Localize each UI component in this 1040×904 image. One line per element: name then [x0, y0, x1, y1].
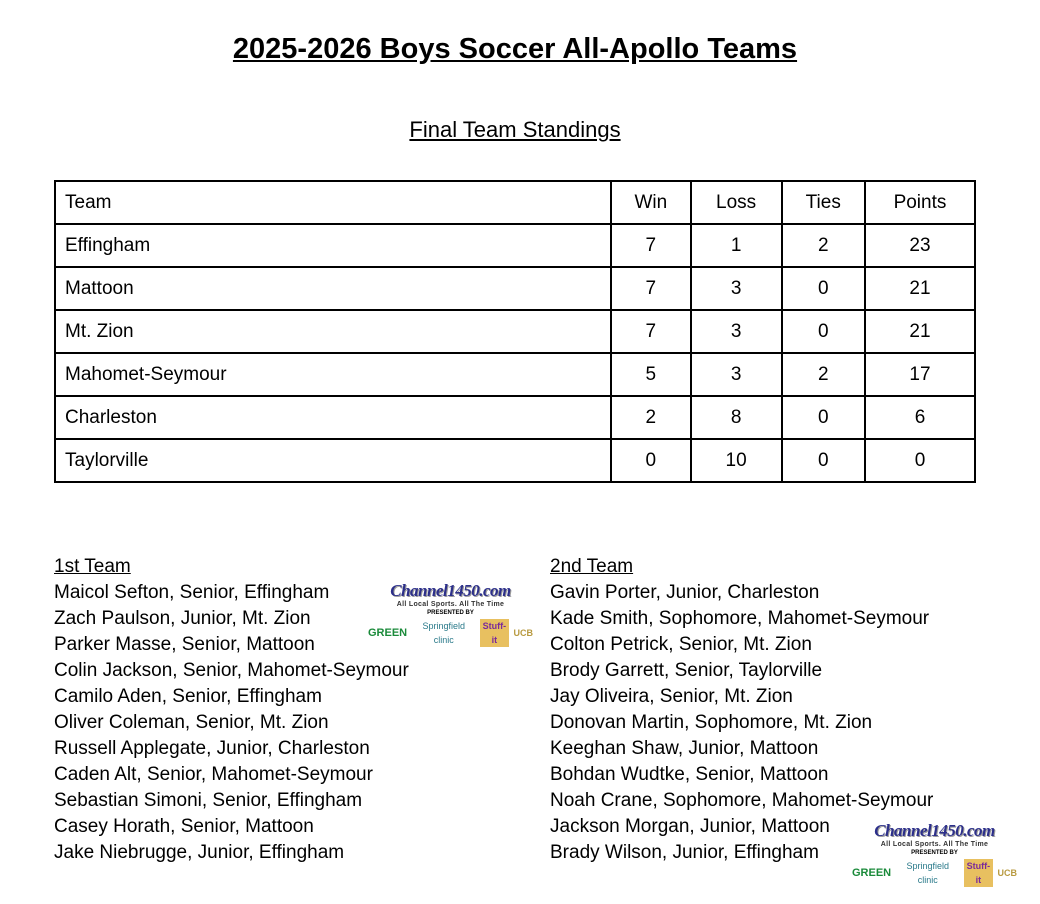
logo-sponsors: GREEN Springfield clinic Stuff-it UCB: [368, 619, 533, 647]
table-row: Charleston 2 8 0 6: [54, 395, 977, 440]
cell-win: 7: [610, 223, 692, 268]
logo-name: Channel1450.com: [874, 821, 995, 840]
player-item: Russell Applegate, Junior, Charleston: [54, 738, 370, 759]
table-row: Mahomet-Seymour 5 3 2 17: [54, 352, 977, 397]
cell-loss: 3: [689, 309, 783, 354]
cell-points: 17: [863, 352, 977, 397]
cell-points: 0: [863, 438, 977, 483]
player-item: Sebastian Simoni, Senior, Effingham: [54, 790, 363, 811]
cell-win: 7: [610, 266, 692, 311]
player-item: Jackson Morgan, Junior, Mattoon: [550, 816, 830, 837]
player-item: Brady Wilson, Junior, Effingham: [550, 842, 819, 863]
cell-points: 21: [863, 309, 977, 354]
sponsor-ucb: UCB: [997, 868, 1018, 878]
cell-ties: 0: [780, 395, 866, 440]
cell-loss: 1: [689, 223, 783, 268]
header-points: Points: [863, 180, 977, 225]
cell-team: Mattoon: [54, 266, 612, 311]
player-item: Oliver Coleman, Senior, Mt. Zion: [54, 712, 329, 733]
header-ties: Ties: [780, 180, 866, 225]
page-title: 2025-2026 Boys Soccer All-Apollo Teams: [232, 33, 798, 65]
player-item: Kade Smith, Sophomore, Mahomet-Seymour: [550, 608, 930, 629]
cell-points: 6: [863, 395, 977, 440]
cell-ties: 0: [780, 438, 866, 483]
player-item: Parker Masse, Senior, Mattoon: [54, 634, 315, 655]
standings-table: Team Win Loss Ties Points Effingham 7 1 2 23…: [54, 180, 977, 483]
table-row: Taylorville 0 10 0 0: [54, 438, 977, 483]
player-item: Brody Garrett, Senior, Taylorville: [550, 660, 823, 681]
cell-ties: 0: [780, 309, 866, 354]
sponsor-stuffit: Stuff-it: [480, 619, 509, 647]
channel1450-logo: Channel1450.com All Local Sports. All Th…: [368, 581, 533, 647]
player-item: Noah Crane, Sophomore, Mahomet-Seymour: [550, 790, 934, 811]
player-item: Keeghan Shaw, Junior, Mattoon: [550, 738, 819, 759]
sponsor-springfield: Springfield clinic: [906, 861, 949, 885]
cell-team: Taylorville: [54, 438, 612, 483]
cell-win: 0: [610, 438, 692, 483]
table-row: Mt. Zion 7 3 0 21: [54, 309, 977, 354]
player-item: Donovan Martin, Sophomore, Mt. Zion: [550, 712, 873, 733]
player-item: Caden Alt, Senior, Mahomet-Seymour: [54, 764, 373, 785]
cell-loss: 8: [689, 395, 783, 440]
player-item: Zach Paulson, Junior, Mt. Zion: [54, 608, 311, 629]
cell-win: 2: [610, 395, 692, 440]
first-team-heading: 1st Team: [54, 556, 131, 577]
logo-name: Channel1450.com: [390, 581, 511, 600]
cell-ties: 0: [780, 266, 866, 311]
table-header-row: Team Win Loss Ties Points: [54, 180, 977, 225]
sponsor-stuffit: Stuff-it: [964, 859, 993, 887]
player-item: Jay Oliveira, Senior, Mt. Zion: [550, 686, 793, 707]
header-team: Team: [54, 180, 612, 225]
cell-ties: 2: [780, 223, 866, 268]
sponsor-green: GREEN: [852, 867, 892, 879]
header-win: Win: [610, 180, 692, 225]
cell-win: 5: [610, 352, 692, 397]
cell-team: Charleston: [54, 395, 612, 440]
cell-team: Mt. Zion: [54, 309, 612, 354]
logo-sponsors: GREEN Springfield clinic Stuff-it UCB: [852, 859, 1017, 887]
sponsor-springfield: Springfield clinic: [422, 621, 465, 645]
logo-presented-by: PRESENTED BY: [427, 610, 474, 616]
second-team-heading: 2nd Team: [550, 556, 634, 577]
cell-team: Mahomet-Seymour: [54, 352, 612, 397]
player-item: Gavin Porter, Junior, Charleston: [550, 582, 820, 603]
player-item: Maicol Sefton, Senior, Effingham: [54, 582, 330, 603]
player-item: Colin Jackson, Senior, Mahomet-Seymour: [54, 660, 409, 681]
cell-points: 21: [863, 266, 977, 311]
logo-presented-by: PRESENTED BY: [911, 850, 958, 856]
channel1450-logo-2: Channel1450.com All Local Sports. All Th…: [852, 821, 1017, 887]
cell-ties: 2: [780, 352, 866, 397]
player-item: Camilo Aden, Senior, Effingham: [54, 686, 322, 707]
cell-loss: 3: [689, 352, 783, 397]
first-team-list: 1st Team Maicol Sefton, Senior, Effingha…: [54, 554, 409, 866]
sponsor-ucb: UCB: [513, 628, 534, 638]
header-loss: Loss: [689, 180, 783, 225]
cell-points: 23: [863, 223, 977, 268]
sponsor-green: GREEN: [368, 627, 408, 639]
standings-heading: Final Team Standings: [409, 117, 621, 142]
table-row: Effingham 7 1 2 23: [54, 223, 977, 268]
player-item: Jake Niebrugge, Junior, Effingham: [54, 842, 345, 863]
logo-tagline: All Local Sports. All The Time: [880, 841, 989, 848]
second-team-list: 2nd Team Gavin Porter, Junior, Charlesto…: [550, 554, 933, 866]
player-item: Casey Horath, Senior, Mattoon: [54, 816, 314, 837]
cell-loss: 3: [689, 266, 783, 311]
logo-tagline: All Local Sports. All The Time: [396, 601, 505, 608]
player-item: Colton Petrick, Senior, Mt. Zion: [550, 634, 812, 655]
cell-team: Effingham: [54, 223, 612, 268]
cell-win: 7: [610, 309, 692, 354]
cell-loss: 10: [689, 438, 783, 483]
player-item: Bohdan Wudtke, Senior, Mattoon: [550, 764, 829, 785]
table-row: Mattoon 7 3 0 21: [54, 266, 977, 311]
